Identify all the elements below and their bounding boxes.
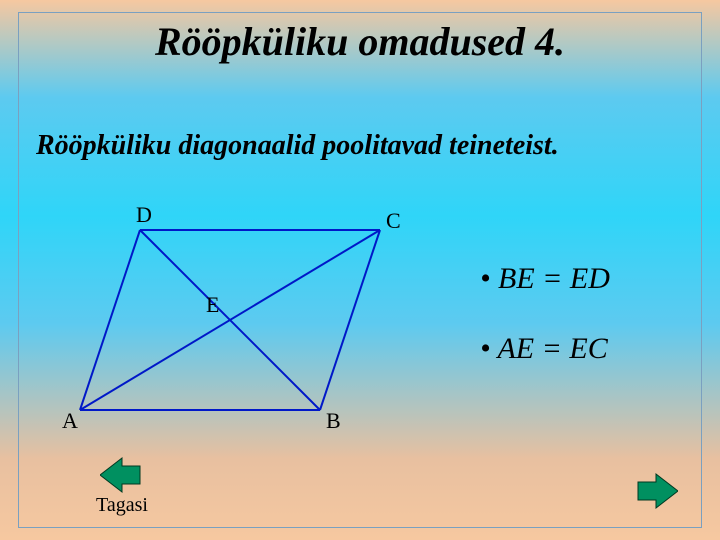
tagasi-label: Tagasi [96,494,148,517]
slide: Rööpküliku omadused 4. Rööpküliku diagon… [0,0,720,540]
back-button[interactable] [100,456,142,494]
next-button[interactable] [636,472,678,510]
point-label-c: C [386,208,401,234]
slide-subtitle: Rööpküliku diagonaalid poolitavad teinet… [36,130,559,162]
equation-1: • BE = ED [480,262,610,296]
bullet: • [480,262,491,295]
slide-title: Rööpküliku omadused 4. [0,18,720,65]
parallelogram-diagram: D C A B E [60,200,420,460]
equation-text: AE = EC [497,332,607,365]
equation-2: • AE = EC [480,332,608,366]
next-arrow-icon [636,472,678,510]
back-arrow-icon [100,456,142,494]
point-label-e: E [206,292,219,318]
point-label-b: B [326,408,341,434]
point-label-a: A [62,408,78,434]
diagram-svg [60,200,420,460]
equation-text: BE = ED [498,262,610,295]
bullet: • [480,332,491,365]
point-label-d: D [136,202,152,228]
